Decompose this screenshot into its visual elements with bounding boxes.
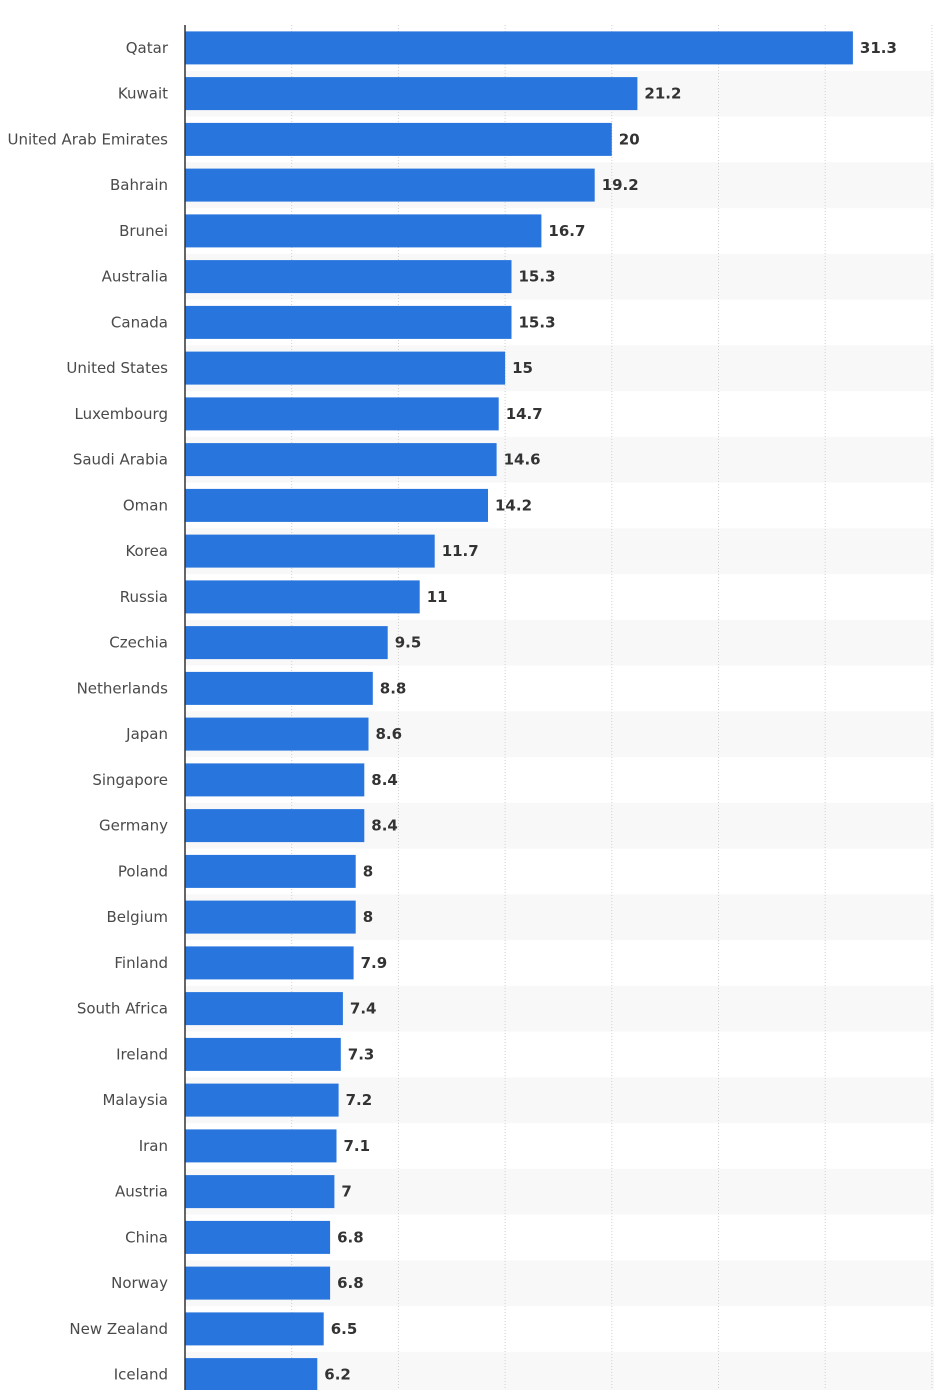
value-label: 20	[619, 130, 640, 148]
bar[interactable]	[185, 900, 356, 934]
bar[interactable]	[185, 122, 612, 156]
value-label: 19.2	[602, 176, 639, 194]
bar[interactable]	[185, 763, 365, 797]
value-label: 6.2	[324, 1366, 351, 1384]
category-label: Finland	[114, 954, 168, 972]
value-label: 14.7	[506, 405, 543, 423]
category-label: Norway	[111, 1274, 168, 1292]
value-label: 7.4	[350, 1000, 377, 1018]
bar[interactable]	[185, 1312, 324, 1346]
category-label: Poland	[118, 862, 168, 880]
bar[interactable]	[185, 1175, 335, 1209]
category-label: Netherlands	[77, 679, 169, 697]
bar[interactable]	[185, 534, 435, 568]
bars	[185, 31, 853, 1390]
category-label: Austria	[115, 1183, 168, 1201]
value-label: 31.3	[860, 39, 897, 57]
bar[interactable]	[185, 1083, 339, 1117]
bar[interactable]	[185, 397, 499, 431]
value-label: 15	[512, 359, 533, 377]
value-label: 11.7	[442, 542, 479, 560]
value-label: 6.8	[337, 1228, 364, 1246]
value-label: 8.4	[371, 771, 398, 789]
category-label: Oman	[123, 496, 168, 514]
bar[interactable]	[185, 717, 369, 751]
bar[interactable]	[185, 31, 853, 65]
category-label: Germany	[99, 817, 168, 835]
category-label: United Arab Emirates	[7, 130, 168, 148]
category-label: Qatar	[126, 39, 169, 57]
category-label: New Zealand	[69, 1320, 168, 1338]
value-label: 6.8	[337, 1274, 364, 1292]
category-label: United States	[66, 359, 168, 377]
category-label: Bahrain	[110, 176, 168, 194]
value-label: 8.8	[380, 679, 407, 697]
value-label: 7.2	[346, 1091, 373, 1109]
bar[interactable]	[185, 946, 354, 980]
bar[interactable]	[185, 992, 343, 1026]
value-label: 21.2	[644, 85, 681, 103]
bar[interactable]	[185, 854, 356, 888]
category-label: Singapore	[92, 771, 168, 789]
bar[interactable]	[185, 1129, 337, 1163]
bar[interactable]	[185, 1358, 318, 1390]
category-label: Luxembourg	[75, 405, 169, 423]
value-label: 15.3	[519, 313, 556, 331]
bar[interactable]	[185, 305, 512, 339]
bar[interactable]	[185, 77, 638, 111]
value-label: 15.3	[519, 268, 556, 286]
category-label: Australia	[102, 268, 168, 286]
value-label: 7.3	[348, 1045, 375, 1063]
value-label: 16.7	[548, 222, 585, 240]
category-label: China	[125, 1228, 168, 1246]
bar[interactable]	[185, 671, 373, 705]
value-label: 7.1	[344, 1137, 371, 1155]
category-label: Iceland	[114, 1366, 168, 1384]
category-label: Iran	[139, 1137, 168, 1155]
bar[interactable]	[185, 1037, 341, 1071]
value-label: 8	[363, 908, 373, 926]
bar[interactable]	[185, 1266, 331, 1300]
bar[interactable]	[185, 1220, 331, 1254]
category-label: Saudi Arabia	[73, 451, 168, 469]
value-label: 9.5	[395, 634, 422, 652]
bar[interactable]	[185, 443, 497, 477]
category-labels: Qatar Kuwait United Arab Emirates Bahrain Br…	[7, 39, 168, 1384]
gridlines	[291, 25, 933, 1390]
category-label: Malaysia	[102, 1091, 168, 1109]
value-label: 8.4	[371, 817, 398, 835]
value-label: 14.6	[504, 451, 541, 469]
value-label: 8	[363, 862, 373, 880]
bar[interactable]	[185, 260, 512, 294]
value-label: 7.9	[361, 954, 388, 972]
value-label: 11	[427, 588, 448, 606]
category-label: Canada	[111, 313, 168, 331]
value-label: 8.6	[376, 725, 403, 743]
value-labels: 31.3 21.2 20 19.2 16.7 15.3 15.3 15 14.7 14.6 14.2…	[324, 39, 897, 1384]
value-label: 7	[341, 1183, 351, 1201]
category-label: Brunei	[119, 222, 168, 240]
bar[interactable]	[185, 214, 542, 248]
category-label: South Africa	[77, 1000, 168, 1018]
bar[interactable]	[185, 626, 388, 660]
category-label: Japan	[125, 725, 168, 743]
bar[interactable]	[185, 580, 420, 614]
category-label: Belgium	[107, 908, 169, 926]
category-label: Russia	[120, 588, 168, 606]
bar[interactable]	[185, 168, 595, 202]
category-label: Kuwait	[118, 85, 168, 103]
category-label: Ireland	[116, 1045, 168, 1063]
bar[interactable]	[185, 809, 365, 843]
category-label: Korea	[125, 542, 168, 560]
bar[interactable]	[185, 488, 488, 522]
value-label: 6.5	[331, 1320, 358, 1338]
bar[interactable]	[185, 351, 506, 385]
value-label: 14.2	[495, 496, 532, 514]
category-label: Czechia	[109, 634, 168, 652]
